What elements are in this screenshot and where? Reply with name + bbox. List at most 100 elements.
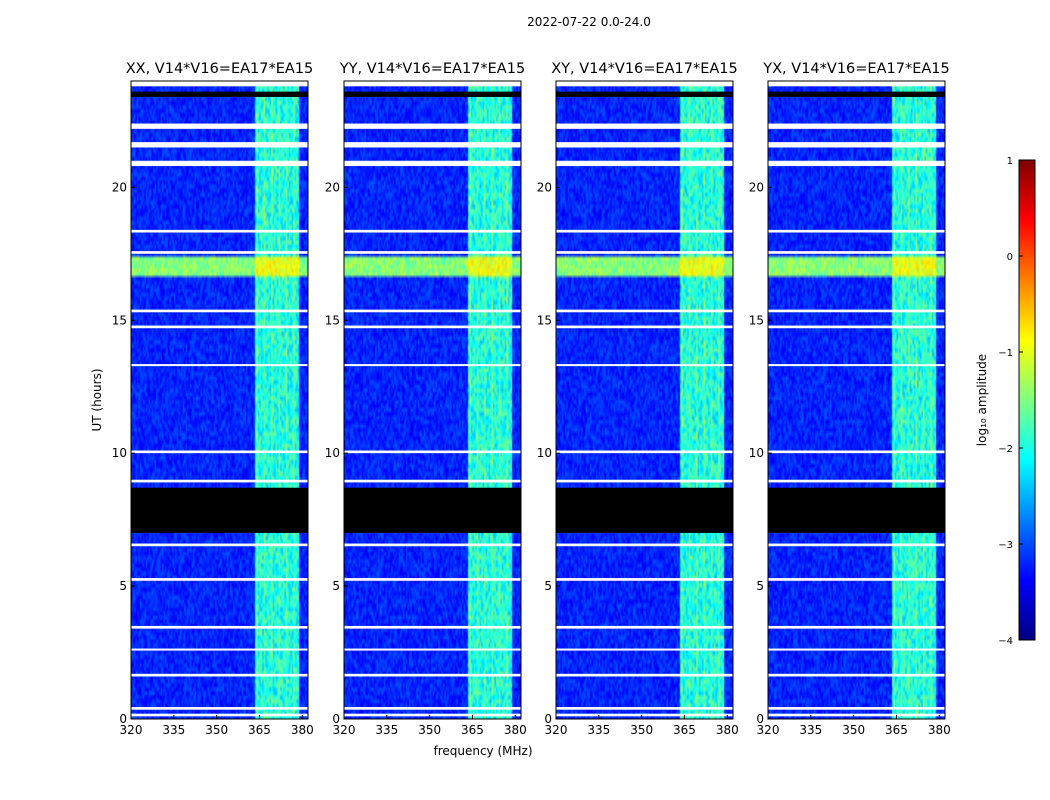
flagged-row-0-13 <box>131 229 308 233</box>
flagged-row-0-6 <box>131 543 308 547</box>
flagged-row-2-1 <box>556 707 733 710</box>
flagged-row-1-12 <box>344 251 521 254</box>
panel-title-1: YY, V14*V16=EA17*EA15 <box>339 61 525 77</box>
flagged-row-3-14 <box>768 160 945 167</box>
y-tick-label-1-3: 15 <box>325 313 340 327</box>
no-data-row-2-1 <box>556 91 733 97</box>
flagged-row-1-5 <box>344 578 521 581</box>
panel-title-0: XX, V14*V16=EA17*EA15 <box>126 61 314 77</box>
flagged-row-3-3 <box>768 648 945 651</box>
flagged-row-3-7 <box>768 479 945 483</box>
panel-1: YY, V14*V16=EA17*EA15 320 335 350 365 380 0 5 10… <box>325 61 527 737</box>
panel-3: YX, V14*V16=EA17*EA15 320 335 350 365 380 0 5 10… <box>749 61 951 737</box>
flagged-row-3-1 <box>768 707 945 710</box>
panel-title-3: YX, V14*V16=EA17*EA15 <box>762 61 949 77</box>
flagged-row-3-4 <box>768 625 945 629</box>
flagged-row-0-12 <box>131 251 308 254</box>
flagged-row-0-4 <box>131 625 308 629</box>
flagged-row-0-5 <box>131 578 308 581</box>
x-tick-label-1-2: 350 <box>418 723 441 737</box>
y-tick-label-3-3: 15 <box>749 313 764 327</box>
flagged-row-2-11 <box>556 309 733 313</box>
x-tick-label-2-0: 320 <box>545 723 568 737</box>
x-tick-label-2-1: 335 <box>587 723 610 737</box>
flagged-row-1-4 <box>344 625 521 629</box>
panel-2: XY, V14*V16=EA17*EA15 320 335 350 365 380 0 5 10… <box>537 61 739 737</box>
flagged-row-3-6 <box>768 543 945 547</box>
flagged-row-1-14 <box>344 160 521 167</box>
no-data-row-0-0 <box>131 487 308 533</box>
flagged-row-1-9 <box>344 364 521 367</box>
no-data-row-1-1 <box>344 91 521 97</box>
flagged-row-0-11 <box>131 309 308 313</box>
flagged-row-3-12 <box>768 251 945 254</box>
no-data-row-2-0 <box>556 487 733 533</box>
flagged-row-2-8 <box>556 450 733 454</box>
flagged-row-3-5 <box>768 578 945 581</box>
x-tick-label-0-4: 380 <box>291 723 314 737</box>
flagged-row-2-6 <box>556 543 733 547</box>
flagged-row-1-13 <box>344 229 521 233</box>
flagged-row-0-3 <box>131 648 308 651</box>
y-tick-label-1-0: 0 <box>332 712 340 726</box>
panel-frame-3 <box>767 80 946 720</box>
flagged-row-3-16 <box>768 123 945 129</box>
x-tick-label-1-4: 380 <box>504 723 527 737</box>
flagged-row-0-8 <box>131 450 308 454</box>
panel-title-2: XY, V14*V16=EA17*EA15 <box>551 61 737 77</box>
flagged-row-0-14 <box>131 160 308 167</box>
flagged-row-1-11 <box>344 309 521 313</box>
x-axis-label: frequency (MHz) <box>433 744 532 758</box>
x-tick-label-0-1: 335 <box>162 723 185 737</box>
y-tick-label-2-1: 5 <box>544 579 552 593</box>
y-tick-label-0-1: 5 <box>119 579 127 593</box>
flagged-row-2-12 <box>556 251 733 254</box>
x-tick-label-3-0: 320 <box>757 723 780 737</box>
flagged-row-3-15 <box>768 142 945 148</box>
x-tick-label-2-2: 350 <box>630 723 653 737</box>
flagged-row-2-10 <box>556 325 733 329</box>
heatmap-image-2 <box>556 81 733 719</box>
flagged-row-1-7 <box>344 479 521 483</box>
y-tick-label-2-2: 10 <box>537 446 552 460</box>
x-tick-label-2-4: 380 <box>716 723 739 737</box>
flagged-row-2-5 <box>556 578 733 581</box>
flagged-row-1-2 <box>344 673 521 677</box>
y-tick-label-0-0: 0 <box>119 712 127 726</box>
flagged-row-1-3 <box>344 648 521 651</box>
panel-frame-0 <box>130 80 309 720</box>
y-tick-label-1-2: 10 <box>325 446 340 460</box>
flagged-row-3-17 <box>768 81 945 87</box>
colorbar: 1 0 −1 −2 −3 −4 <box>998 156 1036 647</box>
y-tick-label-0-4: 20 <box>112 180 127 194</box>
flagged-row-0-2 <box>131 673 308 677</box>
flagged-row-3-13 <box>768 229 945 233</box>
flagged-row-0-17 <box>131 81 308 87</box>
flagged-row-0-1 <box>131 707 308 710</box>
y-axis-label: UT (hours) <box>90 368 104 431</box>
flagged-row-2-9 <box>556 364 733 367</box>
panel-frame-2 <box>555 80 734 720</box>
heatmap-image-0 <box>131 81 308 719</box>
y-tick-label-3-1: 5 <box>756 579 764 593</box>
flagged-row-1-16 <box>344 123 521 129</box>
panel-0: XX, V14*V16=EA17*EA15 320 335 350 365 380 0 5 10… <box>112 61 314 737</box>
colorbar-gradient <box>1018 159 1036 641</box>
y-tick-label-1-1: 5 <box>332 579 340 593</box>
flagged-row-1-10 <box>344 325 521 329</box>
flagged-row-1-1 <box>344 707 521 710</box>
flagged-row-0-9 <box>131 364 308 367</box>
y-tick-label-2-0: 0 <box>544 712 552 726</box>
x-tick-label-1-0: 320 <box>333 723 356 737</box>
flagged-row-0-7 <box>131 479 308 483</box>
y-tick-label-2-4: 20 <box>537 180 552 194</box>
flagged-row-3-0 <box>768 713 945 717</box>
x-tick-label-3-2: 350 <box>842 723 865 737</box>
flagged-row-1-6 <box>344 543 521 547</box>
flagged-row-1-17 <box>344 81 521 87</box>
colorbar-tick-label-0: 1 <box>1007 156 1013 167</box>
flagged-row-0-10 <box>131 325 308 329</box>
panels-group: XX, V14*V16=EA17*EA15 320 335 350 365 380 0 5 10… <box>112 61 951 737</box>
y-tick-label-0-3: 15 <box>112 313 127 327</box>
